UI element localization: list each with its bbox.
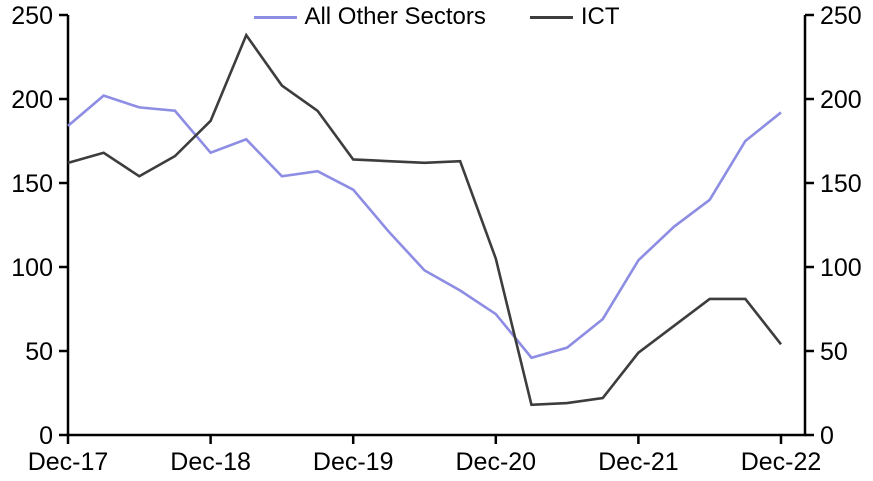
x-tick-label: Dec-18 bbox=[170, 448, 251, 476]
legend-label: All Other Sectors bbox=[304, 3, 486, 30]
x-tick-label: Dec-20 bbox=[456, 448, 537, 476]
series-line-all-other-sectors bbox=[67, 94, 782, 360]
x-tick-label: Dec-17 bbox=[28, 448, 109, 476]
line-swatch-icon bbox=[529, 15, 573, 19]
y-tick-label-right: 0 bbox=[820, 422, 834, 450]
legend-item-ict: ICT bbox=[529, 3, 620, 30]
y-tick-label-left: 0 bbox=[39, 422, 53, 450]
y-tick-label-left: 100 bbox=[11, 254, 53, 282]
y-tick-label-right: 250 bbox=[820, 2, 862, 30]
y-tick-label-left: 200 bbox=[11, 86, 53, 114]
y-tick-label-left: 50 bbox=[25, 338, 53, 366]
y-tick-label-right: 200 bbox=[820, 86, 862, 114]
series-line-ict bbox=[67, 32, 783, 407]
x-tick-label: Dec-22 bbox=[741, 448, 822, 476]
x-tick-label: Dec-19 bbox=[313, 448, 394, 476]
y-tick-label-right: 100 bbox=[820, 254, 862, 282]
legend-item-all-other-sectors: All Other Sectors bbox=[253, 3, 486, 30]
y-tick-label-left: 150 bbox=[11, 170, 53, 198]
y-tick-label-right: 50 bbox=[820, 338, 848, 366]
y-tick-label-right: 150 bbox=[820, 170, 862, 198]
line-swatch-icon bbox=[253, 15, 297, 19]
legend-label: ICT bbox=[580, 3, 620, 30]
y-tick-label-left: 250 bbox=[11, 2, 53, 30]
x-tick-label: Dec-21 bbox=[598, 448, 679, 476]
legend: All Other Sectors ICT bbox=[253, 3, 620, 30]
